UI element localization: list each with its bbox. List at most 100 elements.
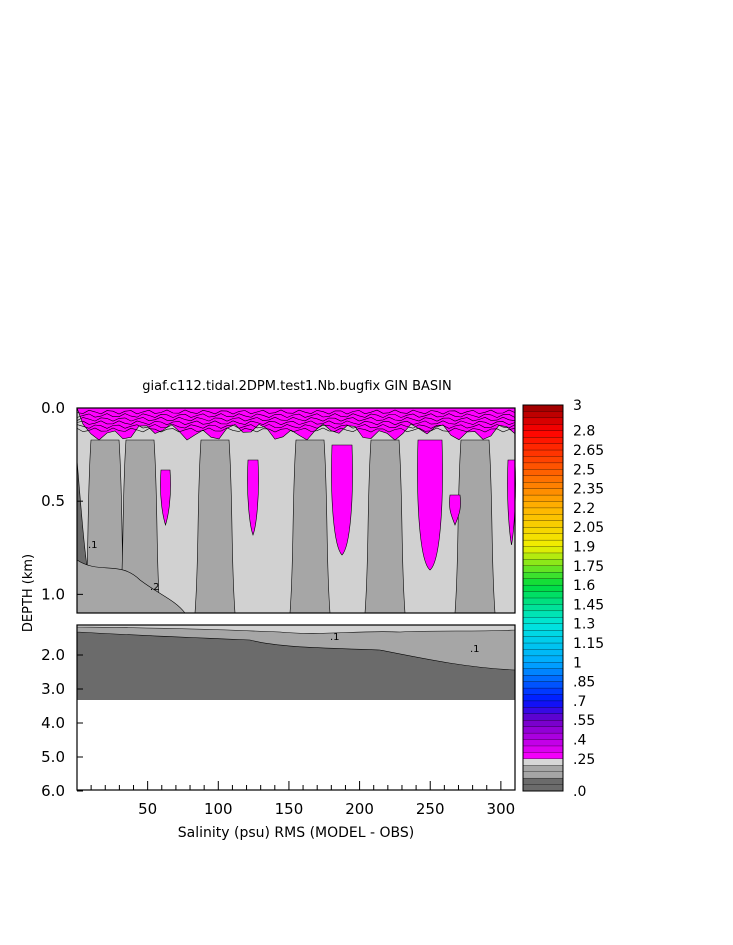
field-level-mid-column [454,439,496,614]
colorbar-cell [522,449,564,457]
x-axis-label: Salinity (psu) RMS (MODEL - OBS) [178,825,414,841]
colorbar-label: .0 [573,784,586,800]
y-tick-label: 0.0 [41,399,65,417]
upper-panel [76,407,516,614]
contour-label: .1 [330,632,340,643]
colorbar-cell [522,559,564,567]
colorbar-cell [522,443,564,451]
colorbar-cell [522,617,564,625]
contour-line [76,427,516,433]
colorbar-cell [522,437,564,445]
colorbar-label: 1.6 [573,578,595,594]
colorbar-cell [522,584,564,593]
colorbar-label: 2.8 [573,424,595,440]
colorbar-cell [522,745,564,753]
colorbar-cell [522,720,564,728]
x-tick-label: 300 [487,800,516,818]
colorbar-label: 3 [573,398,582,414]
y-tick-label: 4.0 [41,714,65,732]
contour-label: .1 [88,540,98,551]
field-level-mid-deep [76,624,516,671]
colorbar-label: 1.9 [573,540,595,556]
colorbar-cell [522,784,564,792]
colorbar-label: .4 [573,733,586,749]
colorbar-cell [522,610,564,618]
x-tick-label: 50 [138,800,157,818]
colorbar-label: 2.65 [573,443,604,459]
x-tick-label: 250 [416,800,445,818]
colorbar-cell [522,732,564,740]
contour-line [76,409,516,415]
colorbar-cell [522,507,564,515]
colorbar-cell [522,777,564,786]
field-level-mid-column [364,439,406,614]
colorbar-cell [522,694,564,702]
colorbar-label: 1.75 [573,559,604,575]
colorbar-label: .7 [573,694,586,710]
colorbar-cell [522,687,564,695]
field-magenta-plume [417,439,443,571]
x-tick-label: 100 [204,800,233,818]
colorbar-cell [522,482,564,490]
colorbar-cell [522,597,564,605]
colorbar-cell [522,739,564,747]
y-tick-label: 1.0 [41,585,65,603]
colorbar-cell [522,681,564,689]
contour-label: .2 [150,582,160,593]
colorbar-cell [522,424,564,432]
upper-panel-frame [76,407,516,614]
field-magenta-plume [160,469,171,527]
colorbar-cell [522,578,564,586]
colorbar-cell [522,539,564,547]
colorbar-cell [522,591,564,599]
colorbar-label: 1.45 [573,597,604,613]
colorbar-label: 1.15 [573,636,604,652]
field-level-light-deep [76,624,516,634]
field-magenta-plume [331,444,353,556]
contour-line [76,420,516,426]
colorbar-cell [522,649,564,657]
colorbar-cell [522,765,564,773]
colorbar-label: 2.05 [573,520,604,536]
y-tick-label: 2.0 [41,646,65,664]
colorbar-cell [522,565,564,573]
colorbar-cell [522,655,564,663]
field-level-mid-column [194,439,236,614]
lower-panel [76,624,516,791]
colorbar-label: 2.35 [573,482,604,498]
contour-line [76,424,516,429]
contour-label: .1 [470,644,480,655]
colorbar-cell [522,514,564,522]
colorbar-cell [522,630,564,638]
colorbar-cell [522,501,564,509]
colorbar-cell [522,707,564,715]
colorbar-cell [522,713,564,721]
colorbar-cell [522,456,564,464]
colorbar-cell [522,552,564,560]
colorbar: 3 2.8 2.65 2.5 2.35 2.2 2.05 1.9 1.75 1.6 1.45 1.3 1… [522,398,604,800]
colorbar-cell [522,668,564,676]
colorbar-cell [522,469,564,477]
colorbar-cell [522,533,564,541]
colorbar-cell [522,494,564,502]
colorbar-cell [522,752,564,760]
field-level-mid-column [289,439,331,614]
colorbar-cell [522,488,564,496]
colorbar-cell [522,662,564,670]
field-level-mid-column [119,439,161,614]
colorbar-cell [522,636,564,644]
field-magenta-plume [449,494,461,526]
colorbar-cell [522,546,564,554]
colorbar-cell [522,572,564,580]
colorbar-cell [522,700,564,708]
colorbar-cell [522,604,564,612]
colorbar-cell [522,462,564,470]
x-tick-label: 150 [275,800,304,818]
contour-line [76,413,516,418]
field-level-mid-bottom [76,559,186,614]
y-tick-label: 3.0 [41,680,65,698]
colorbar-label: 2.2 [573,501,595,517]
y-axis-label: DEPTH (km) [21,554,36,632]
colorbar-cell [522,623,564,631]
